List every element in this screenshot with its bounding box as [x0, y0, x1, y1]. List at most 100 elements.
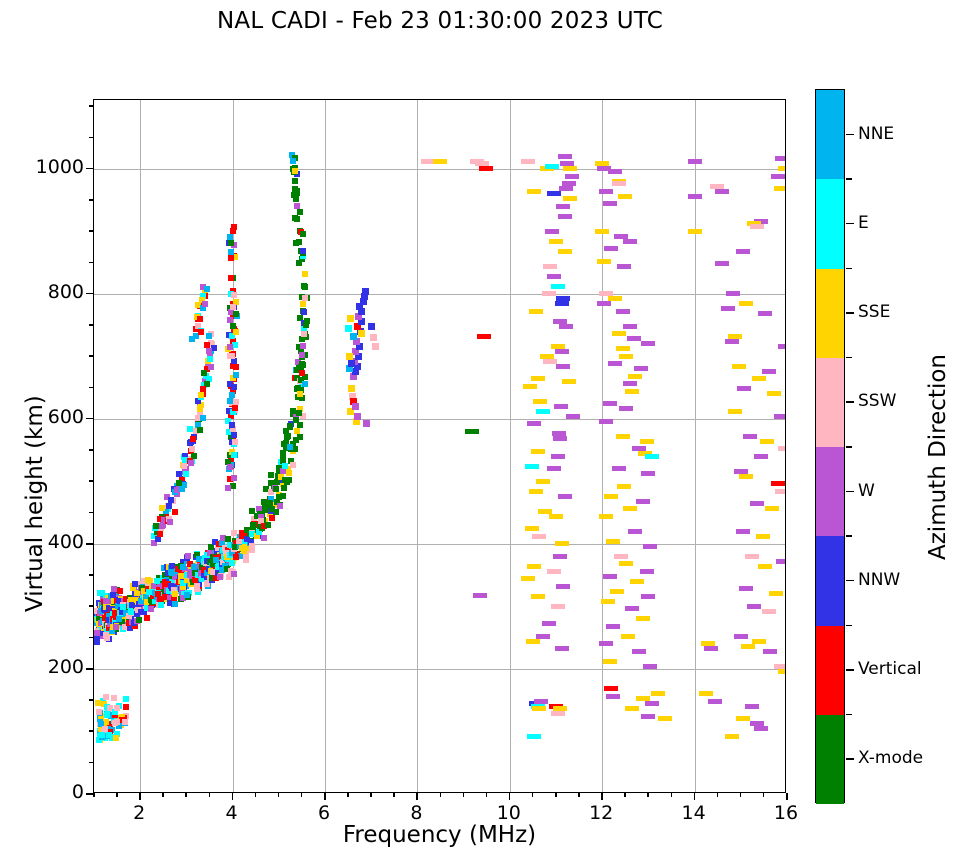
gridline-vertical [140, 100, 142, 792]
data-point [549, 238, 563, 244]
data-point [709, 183, 724, 189]
data-point [288, 152, 295, 159]
data-point [194, 551, 201, 558]
data-point [543, 263, 558, 269]
data-point [564, 173, 579, 179]
data-point [211, 345, 218, 352]
data-point [232, 550, 239, 557]
data-point [536, 408, 551, 414]
data-point [225, 459, 232, 466]
data-point [549, 703, 563, 709]
data-point [147, 578, 154, 585]
data-point [204, 286, 211, 293]
data-point [285, 465, 292, 472]
data-point [559, 186, 574, 192]
colorbar-boundary-tick [846, 178, 852, 180]
data-point [157, 516, 164, 523]
data-point [226, 343, 233, 350]
data-point [203, 580, 210, 587]
data-point [754, 218, 769, 224]
data-point [238, 529, 245, 536]
y-tick-label: 600 [47, 405, 84, 428]
data-point [286, 444, 293, 451]
data-point [228, 248, 235, 255]
data-point [199, 297, 206, 304]
gridline-horizontal [94, 543, 785, 545]
x-tick-label: 8 [410, 802, 423, 824]
data-point [555, 301, 570, 307]
data-point [700, 641, 715, 647]
data-point [637, 451, 652, 457]
data-point [298, 293, 305, 300]
data-point [539, 166, 554, 172]
data-point [112, 623, 119, 630]
data-point [635, 696, 650, 702]
data-point [606, 538, 621, 544]
data-point [521, 576, 536, 582]
data-point [624, 388, 639, 394]
data-point [526, 421, 541, 427]
data-point [595, 161, 610, 167]
data-point [464, 428, 479, 434]
data-point [301, 331, 308, 338]
data-point [687, 158, 702, 164]
data-point [348, 360, 356, 368]
data-point [111, 711, 118, 718]
data-point [778, 446, 785, 452]
data-point [240, 547, 247, 554]
data-point [232, 328, 239, 335]
data-point [98, 732, 105, 739]
data-point [191, 564, 198, 571]
data-point [608, 168, 623, 174]
data-point [624, 606, 639, 612]
data-point [195, 322, 202, 329]
data-point [229, 228, 236, 235]
data-point [111, 618, 118, 625]
data-point [757, 311, 772, 317]
data-point [117, 598, 124, 605]
data-point [231, 241, 238, 248]
data-point [739, 301, 754, 307]
data-point [110, 733, 117, 740]
data-point [150, 540, 157, 547]
data-point [204, 558, 211, 565]
data-point [554, 646, 569, 652]
data-point [604, 246, 619, 252]
data-point [750, 721, 765, 727]
data-point [244, 536, 251, 543]
data-point [279, 458, 286, 465]
data-point [210, 560, 217, 567]
data-point [196, 556, 203, 563]
data-point [219, 540, 226, 547]
data-point [550, 453, 565, 459]
data-point [598, 513, 613, 519]
gridline-horizontal [94, 418, 785, 420]
data-point [224, 565, 231, 572]
data-point [158, 601, 165, 608]
data-point [171, 600, 178, 607]
data-point [123, 596, 130, 603]
data-point [272, 486, 279, 493]
colorbar-tick [846, 312, 854, 314]
x-tick-minor [162, 793, 164, 797]
data-point [300, 309, 307, 316]
data-point [161, 594, 168, 601]
data-point [167, 583, 174, 590]
data-point [268, 488, 275, 495]
data-point [281, 484, 288, 491]
data-point [293, 375, 300, 382]
x-tick-major [508, 793, 511, 800]
x-tick-minor [531, 793, 534, 797]
x-tick-minor [647, 793, 649, 797]
data-point [142, 593, 149, 600]
data-point [284, 478, 290, 485]
data-point [249, 542, 256, 549]
y-tick-major [86, 167, 93, 170]
data-point [606, 693, 621, 699]
colorbar-boundary-tick [846, 356, 852, 359]
data-point [109, 591, 116, 598]
x-tick-major [416, 793, 418, 800]
data-point [280, 480, 287, 487]
data-point [195, 302, 202, 309]
data-point [196, 316, 203, 322]
